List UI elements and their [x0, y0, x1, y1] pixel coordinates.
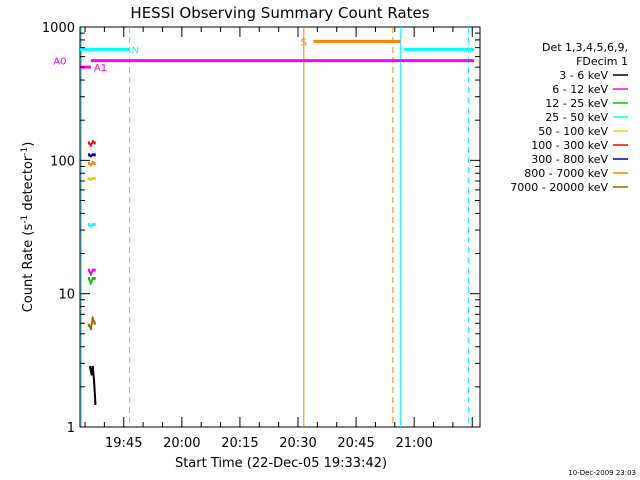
y-tick-label: 10	[58, 288, 75, 303]
y-axis-label-sup1: -1	[20, 215, 30, 224]
series-point	[90, 372, 93, 376]
series-point	[87, 276, 90, 280]
legend-label: 25 - 50 keV	[545, 111, 608, 124]
plot-frame	[79, 26, 481, 428]
y-axis-label-suffix: )	[21, 142, 36, 147]
series-point	[89, 281, 92, 285]
series-point	[93, 268, 96, 272]
axes-layer: 1 10 100 1000 19:45 20:00 20:15 20:30 20:45 21:00	[42, 21, 480, 451]
series-point	[91, 268, 94, 272]
legend-label: 50 - 100 keV	[538, 125, 608, 138]
legend-label: 12 - 25 keV	[545, 97, 608, 110]
legend-label: 100 - 300 keV	[531, 139, 608, 152]
x-tick-label: 20:00	[163, 436, 200, 451]
y-axis-label-prefix: Count Rate (s	[21, 224, 36, 313]
series-point	[93, 161, 96, 165]
series-point	[89, 177, 92, 181]
legend-header: Det 1,3,4,5,6,9,	[542, 41, 628, 54]
series-point	[87, 153, 90, 157]
series-point	[89, 224, 92, 228]
flag-label-s: S	[301, 37, 307, 48]
series-point	[91, 140, 94, 144]
series-point	[89, 326, 92, 330]
series-point	[87, 177, 90, 181]
footer-timestamp: 10-Dec-2009 23:03	[568, 469, 636, 477]
series-point	[91, 317, 94, 321]
series-point	[93, 276, 96, 280]
series-point	[89, 154, 92, 158]
x-tick-label: 20:30	[279, 436, 316, 451]
series-point	[87, 223, 90, 227]
y-axis-label: Count Rate (s-1 detector-1)	[20, 142, 36, 313]
legend-label: 3 - 6 keV	[559, 69, 608, 82]
series-line	[88, 315, 96, 331]
series-point	[91, 223, 94, 227]
series-point	[93, 379, 96, 383]
series-point	[87, 141, 90, 145]
y-axis-label-sup2: -1	[20, 147, 30, 156]
series-point	[87, 323, 90, 327]
series-point	[93, 177, 96, 181]
legend-label: 6 - 12 keV	[552, 83, 608, 96]
x-tick-label: 20:15	[221, 436, 258, 451]
flag-label-n: N	[132, 45, 139, 56]
series-point	[93, 321, 96, 325]
series-point	[91, 365, 94, 369]
series-point	[94, 402, 97, 406]
legend-label: 800 - 7000 keV	[524, 167, 608, 180]
y-tick-label: 1	[67, 421, 75, 436]
y-tick-label: 1000	[42, 21, 75, 36]
series-point	[91, 276, 94, 280]
y-tick-label: 100	[50, 154, 75, 169]
x-axis-label: Start Time (22-Dec-05 19:33:42)	[175, 456, 387, 471]
series-point	[89, 365, 92, 369]
legend-header: FDecim 1	[576, 55, 628, 68]
x-tick-label: 19:45	[105, 436, 142, 451]
legend-label: 300 - 800 keV	[531, 153, 608, 166]
flags-layer: N S A0 A1	[53, 27, 475, 427]
series-point	[93, 153, 96, 157]
series-point	[87, 161, 90, 165]
x-tick-label: 21:00	[395, 436, 432, 451]
chart-title: HESSI Observing Summary Count Rates	[130, 4, 429, 22]
legend-label: 7000 - 20000 keV	[510, 181, 608, 194]
series-point	[87, 268, 90, 272]
series-point	[93, 141, 96, 145]
flag-label-a0: A0	[53, 57, 66, 68]
series-point	[91, 161, 94, 165]
series-point	[93, 223, 96, 227]
data-layer	[87, 140, 97, 406]
y-axis-label-mid: detector	[21, 155, 36, 215]
series-point	[91, 177, 94, 181]
series-point	[91, 153, 94, 157]
series-point	[89, 143, 92, 147]
x-tick-label: 20:45	[337, 436, 374, 451]
series-point	[89, 163, 92, 167]
flag-label-a1: A1	[94, 63, 107, 74]
series-point	[89, 272, 92, 276]
